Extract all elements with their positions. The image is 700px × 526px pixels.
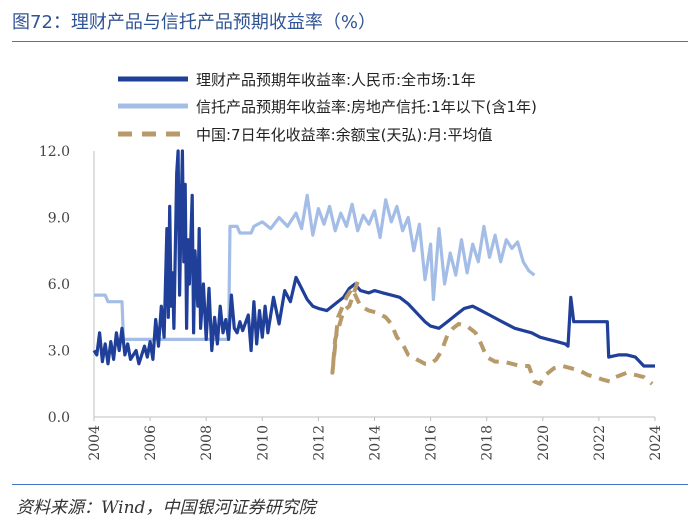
source-note: 资料来源：Wind，中国银河证券研究院 [16,498,316,518]
y-tick-label: 0.0 [48,410,70,426]
legend-label-china7d: 中国:7日年化收益率:余额宝(天弘):月:平均值 [196,126,492,144]
series-line-china7d [330,281,654,386]
x-tick-label: 2004 [87,425,103,461]
x-tick-label: 2018 [480,425,496,461]
x-tick-label: 2006 [143,425,159,461]
series-line-wealth [92,149,655,368]
y-tick-label: 6.0 [48,277,70,293]
x-tick-label: 2024 [648,425,664,461]
x-tick-label: 2022 [592,425,608,461]
legend-label-trust: 信托产品预期年收益率:房地产信托:1年以下(含1年) [196,98,537,116]
x-tick-label: 2012 [311,425,327,461]
y-tick-label: 12.0 [39,144,70,160]
legend: 理财产品预期年收益率:人民币:全市场:1年 信托产品预期年收益率:房地产信托:1… [118,71,537,144]
plot-area [92,149,655,386]
x-tick-label: 2016 [424,425,440,461]
legend-label-wealth: 理财产品预期年收益率:人民币:全市场:1年 [196,71,476,89]
axes: 0.0 3.0 6.0 9.0 12.0 2004 2006 2008 2010 2012 2014… [39,144,664,461]
footer-rule [12,484,688,485]
figure-title: 图72：理财产品与信托产品预期收益率（%） [12,12,377,33]
y-tick-label: 9.0 [48,211,70,227]
x-tick-label: 2010 [255,425,271,461]
x-tick-label: 2020 [536,425,552,461]
title-rule [12,41,688,42]
series-line-trust [94,193,536,341]
y-tick-label: 3.0 [48,344,70,360]
x-tick-label: 2008 [199,425,215,461]
x-tick-label: 2014 [368,425,384,461]
line-chart: 理财产品预期年收益率:人民币:全市场:1年 信托产品预期年收益率:房地产信托:1… [39,71,664,461]
